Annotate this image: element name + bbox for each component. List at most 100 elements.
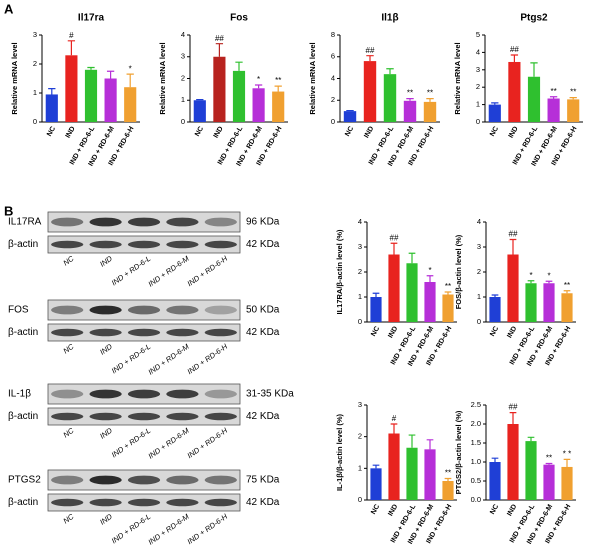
blot-band: [204, 328, 237, 337]
significance-mark: **: [550, 87, 556, 96]
blot-band: [127, 305, 161, 315]
blot-lane-label: NC: [61, 426, 76, 440]
blot-lane-label: IND + RD-6-H: [186, 254, 230, 289]
significance-mark: #: [392, 414, 397, 423]
blot-band: [89, 389, 122, 399]
bar: [543, 464, 555, 500]
y-tick-label: 2: [33, 59, 37, 68]
error-bar: [569, 97, 577, 100]
y-axis-label: Relative mRNA level: [158, 42, 167, 114]
y-tick-label: 2: [358, 267, 362, 276]
error-bar: [215, 43, 224, 57]
chart-title: Ptgs2: [520, 13, 548, 24]
error-bar: [390, 423, 398, 434]
x-tick-label: IND: [65, 125, 77, 139]
panel-label: B: [4, 203, 13, 218]
significance-mark: *: [529, 271, 532, 280]
x-tick-label: NC: [344, 125, 355, 137]
error-bar: [106, 70, 115, 79]
y-tick-label: 1: [181, 95, 185, 104]
error-bar: [408, 252, 416, 264]
bar: [383, 74, 397, 122]
x-tick-label: NC: [370, 325, 381, 337]
bar: [406, 263, 418, 322]
significance-mark: *: [129, 64, 132, 73]
significance-mark: **: [546, 454, 552, 463]
error-bar: [491, 457, 499, 462]
blot-label: β-actin: [8, 239, 38, 250]
blot-band: [166, 475, 199, 485]
error-bar: [509, 412, 517, 424]
bar: [388, 433, 400, 500]
blot-kda: 42 KDa: [246, 411, 280, 422]
y-tick-label: 2: [358, 432, 362, 441]
blot-band: [51, 240, 84, 249]
error-bar: [406, 98, 414, 101]
blot-label: FOS: [8, 305, 29, 316]
x-tick-label: NC: [489, 503, 500, 515]
bar: [124, 87, 137, 122]
y-tick-label: 3: [477, 242, 481, 251]
blot-band: [89, 328, 122, 337]
bar: [561, 466, 573, 500]
chart-title: Fos: [230, 13, 248, 24]
error-bar: [390, 242, 398, 255]
significance-mark: **: [407, 89, 413, 98]
bar: [370, 468, 382, 500]
error-bar: [196, 98, 204, 101]
significance-mark: ##: [366, 46, 375, 55]
significance-mark: **: [564, 281, 570, 290]
chart-title: Il1β: [381, 13, 398, 24]
y-tick-label: 1: [358, 463, 362, 472]
blot-band: [127, 498, 161, 507]
blot-band: [127, 328, 161, 337]
blot-kda: 50 KDa: [246, 305, 280, 316]
y-tick-label: 0: [33, 117, 37, 126]
error-bar: [545, 280, 553, 284]
blot-band: [127, 389, 161, 399]
blot-band: [166, 328, 199, 337]
significance-mark: ##: [215, 34, 224, 43]
error-bar: [444, 291, 452, 295]
y-tick-label: 0.0: [471, 495, 481, 504]
y-tick-label: 3: [358, 400, 362, 409]
error-bar: [274, 85, 282, 92]
blot-lane-label: NC: [61, 254, 76, 268]
y-tick-label: 4: [358, 217, 362, 226]
chart-title: Il17ra: [78, 13, 105, 24]
y-tick-label: 2: [331, 95, 335, 104]
x-tick-label: NC: [489, 325, 500, 337]
blot-label: IL17RA: [8, 217, 42, 228]
bar: [442, 294, 454, 322]
bar: [424, 282, 436, 322]
blot-band: [51, 389, 84, 399]
y-tick-label: 0: [358, 317, 362, 326]
bar: [525, 283, 537, 322]
y-axis-label: IL-1β/β-actin level (%): [335, 413, 344, 491]
blot-band: [89, 412, 122, 421]
error-bar: [372, 292, 380, 297]
blot-lane-label: IND: [98, 342, 114, 357]
error-bar: [509, 238, 517, 255]
blot-band: [51, 328, 84, 337]
error-bar: [549, 96, 558, 99]
x-tick-label: IND: [387, 325, 399, 339]
blot-band: [127, 240, 161, 249]
blot-kda: 42 KDa: [246, 239, 280, 250]
blot-kda: 75 KDa: [246, 475, 280, 486]
blot-lane-label: IND + RD-6-M: [146, 253, 191, 288]
y-tick-label: 4: [181, 30, 185, 39]
significance-mark: *: [428, 266, 431, 275]
blot-band: [51, 498, 84, 507]
significance-mark: *: [257, 75, 260, 84]
blot-band: [204, 389, 237, 399]
y-axis-label: Relative mRNA level: [453, 42, 462, 114]
bar: [567, 99, 580, 122]
error-bar: [527, 280, 535, 284]
blot-band: [51, 475, 84, 485]
x-tick-label: NC: [489, 125, 500, 137]
x-tick-label: IND: [213, 125, 225, 139]
blot-lane-label: IND + RD-6-M: [146, 341, 191, 376]
y-tick-label: 0: [181, 117, 185, 126]
